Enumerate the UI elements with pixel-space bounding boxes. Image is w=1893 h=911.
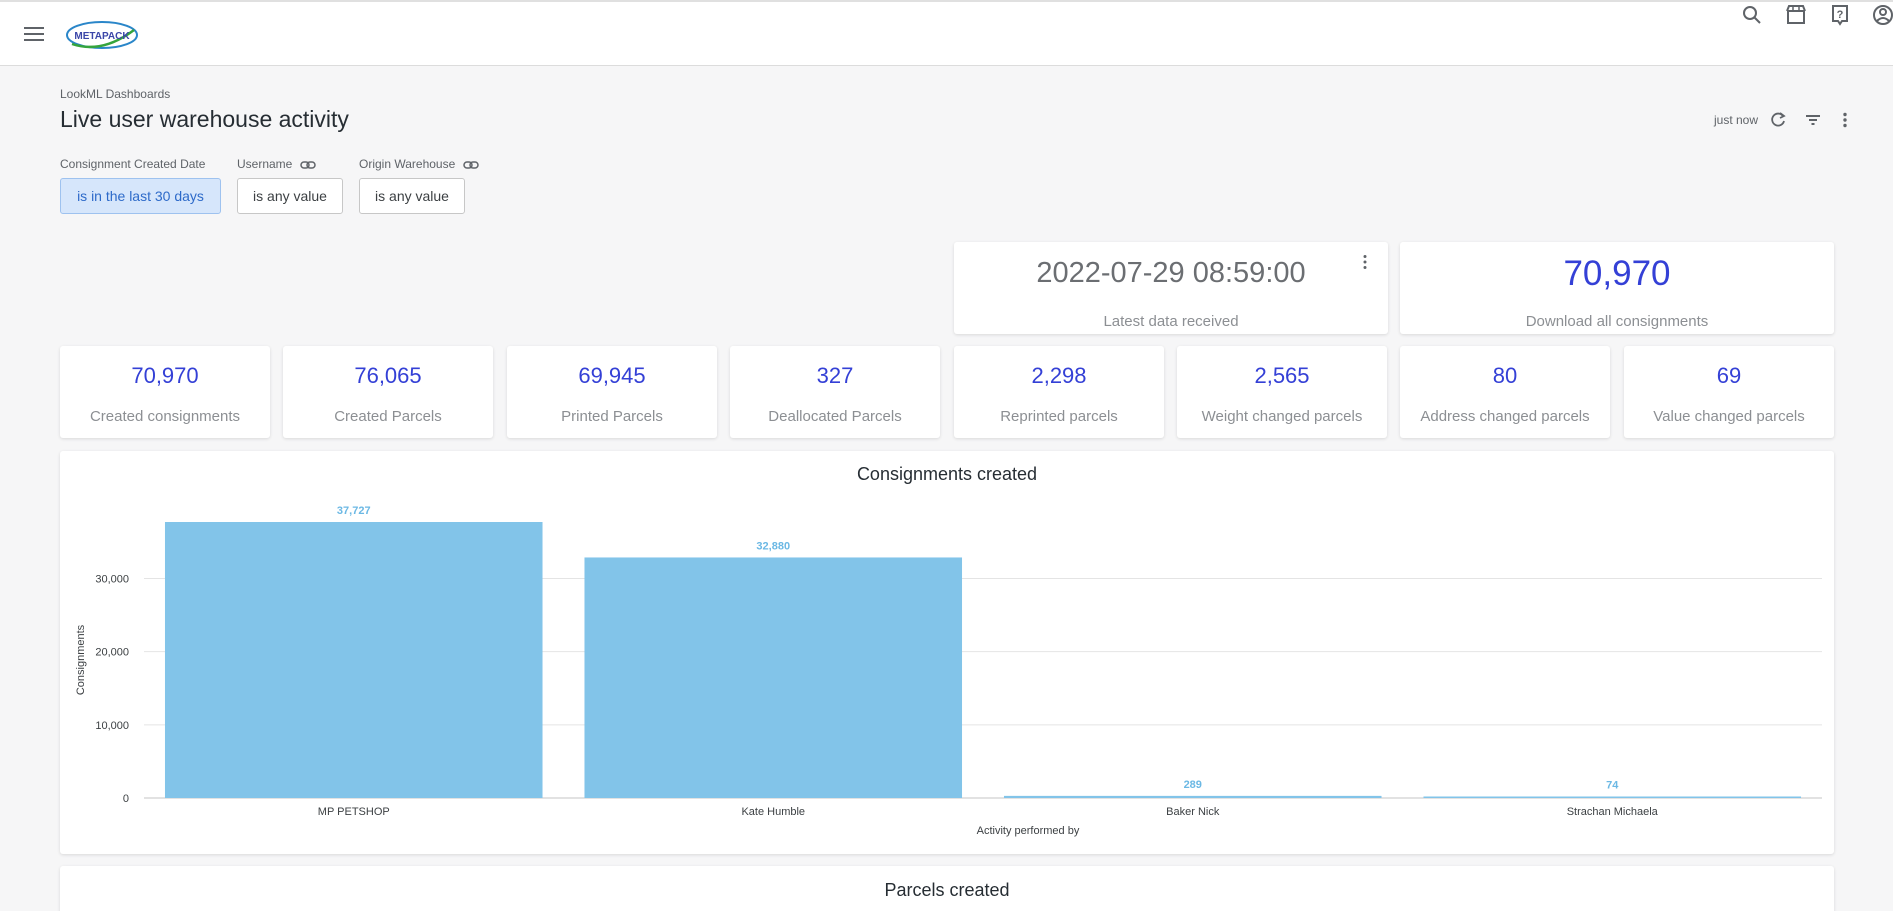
tile-label: Value changed parcels bbox=[1653, 408, 1805, 425]
data-label: 289 bbox=[1184, 779, 1202, 791]
filter-origin-warehouse-button[interactable]: is any value bbox=[359, 178, 465, 214]
metapack-logo[interactable]: METAPACK bbox=[64, 18, 140, 52]
tile-value: 70,970 bbox=[1563, 254, 1671, 293]
data-label: 32,880 bbox=[756, 540, 790, 552]
consignments-created-chart-card[interactable]: Consignments created 0 10,000 20,000 30,000… bbox=[60, 451, 1834, 854]
tile-label: Latest data received bbox=[1103, 313, 1239, 330]
tile-value: 2022-07-29 08:59:00 bbox=[1036, 257, 1306, 289]
x-tick-label: Strachan Michaela bbox=[1567, 806, 1659, 818]
filter-label-username: Username bbox=[237, 157, 317, 171]
x-tick-label: Kate Humble bbox=[741, 806, 805, 818]
tile-value: 69 bbox=[1716, 363, 1742, 388]
bar[interactable] bbox=[1003, 795, 1382, 798]
help-icon[interactable]: ? bbox=[1827, 2, 1853, 28]
tile-reprinted-parcels[interactable]: 2,298 Reprinted parcels bbox=[954, 346, 1164, 438]
tile-latest-data-received[interactable]: 2022-07-29 08:59:00 Latest data received bbox=[954, 242, 1388, 334]
bar[interactable] bbox=[164, 522, 543, 798]
y-axis-label: Consignments bbox=[75, 624, 87, 695]
filter-username-button[interactable]: is any value bbox=[237, 178, 343, 214]
tile-label: Download all consignments bbox=[1525, 313, 1709, 330]
bar[interactable] bbox=[1423, 796, 1802, 799]
logo-text: METAPACK bbox=[74, 31, 130, 42]
svg-text:?: ? bbox=[1837, 9, 1844, 21]
tile-label: Printed Parcels bbox=[561, 408, 663, 425]
y-tick-label: 30,000 bbox=[95, 574, 129, 586]
more-options-icon[interactable] bbox=[1835, 110, 1855, 130]
tile-download-all-consignments[interactable]: 70,970 Download all consignments bbox=[1400, 242, 1834, 334]
tile-label: Reprinted parcels bbox=[1000, 408, 1118, 425]
tile-label: Address changed parcels bbox=[1420, 408, 1590, 425]
tile-label: Deallocated Parcels bbox=[768, 408, 902, 425]
y-tick-label: 0 bbox=[123, 793, 129, 805]
filter-label-origin-warehouse: Origin Warehouse bbox=[359, 157, 480, 171]
tile-label: Weight changed parcels bbox=[1201, 408, 1363, 425]
parcels-created-chart-card[interactable]: Parcels created bbox=[60, 866, 1834, 911]
search-icon[interactable] bbox=[1739, 2, 1765, 28]
x-tick-label: Baker Nick bbox=[1166, 806, 1220, 818]
tile-printed-parcels[interactable]: 69,945 Printed Parcels bbox=[507, 346, 717, 438]
filter-icon[interactable] bbox=[1803, 110, 1823, 130]
tile-menu-icon[interactable] bbox=[1362, 254, 1368, 270]
tile-value: 327 bbox=[816, 363, 854, 388]
link-icon bbox=[300, 161, 317, 169]
tile-deallocated-parcels[interactable]: 327 Deallocated Parcels bbox=[730, 346, 940, 438]
tile-value-changed-parcels[interactable]: 69 Value changed parcels bbox=[1624, 346, 1834, 438]
tile-weight-changed-parcels[interactable]: 2,565 Weight changed parcels bbox=[1177, 346, 1387, 438]
tile-created-parcels[interactable]: 76,065 Created Parcels bbox=[283, 346, 493, 438]
consignments-bar-chart: 0 10,000 20,000 30,000 Consignments 37,727 MP … bbox=[75, 505, 1822, 837]
tile-value: 70,970 bbox=[131, 363, 199, 388]
tile-value: 80 bbox=[1492, 363, 1518, 388]
chart-title: Consignments created bbox=[856, 464, 1038, 484]
x-axis-label: Activity performed by bbox=[977, 825, 1080, 837]
tile-value: 2,565 bbox=[1254, 363, 1310, 388]
tile-address-changed-parcels[interactable]: 80 Address changed parcels bbox=[1400, 346, 1610, 438]
y-tick-label: 10,000 bbox=[95, 720, 129, 732]
x-tick-label: MP PETSHOP bbox=[318, 806, 390, 818]
data-label: 37,727 bbox=[337, 505, 371, 517]
bar[interactable] bbox=[584, 557, 963, 798]
breadcrumb[interactable]: LookML Dashboards bbox=[60, 87, 171, 101]
tile-value: 76,065 bbox=[354, 363, 422, 388]
y-tick-label: 20,000 bbox=[95, 647, 129, 659]
data-label: 74 bbox=[1606, 780, 1619, 792]
account-icon[interactable] bbox=[1870, 2, 1893, 28]
menu-icon[interactable] bbox=[24, 27, 44, 41]
chart-title: Parcels created bbox=[884, 880, 1010, 900]
top-navigation-bar: METAPACK ? bbox=[0, 0, 1893, 66]
last-refresh-time: just now bbox=[1714, 113, 1759, 127]
page-title: Live user warehouse activity bbox=[60, 106, 349, 132]
filter-label-created-date: Consignment Created Date bbox=[60, 157, 206, 171]
link-icon bbox=[463, 161, 480, 169]
tile-value: 2,298 bbox=[1031, 363, 1087, 388]
marketplace-icon[interactable] bbox=[1783, 2, 1809, 28]
tile-label: Created Parcels bbox=[334, 408, 442, 425]
tile-value: 69,945 bbox=[578, 363, 646, 388]
tile-label: Created consignments bbox=[89, 408, 241, 425]
tile-created-consignments[interactable]: 70,970 Created consignments bbox=[60, 346, 270, 438]
refresh-icon[interactable] bbox=[1768, 110, 1788, 130]
filter-created-date-button[interactable]: is in the last 30 days bbox=[60, 178, 221, 214]
